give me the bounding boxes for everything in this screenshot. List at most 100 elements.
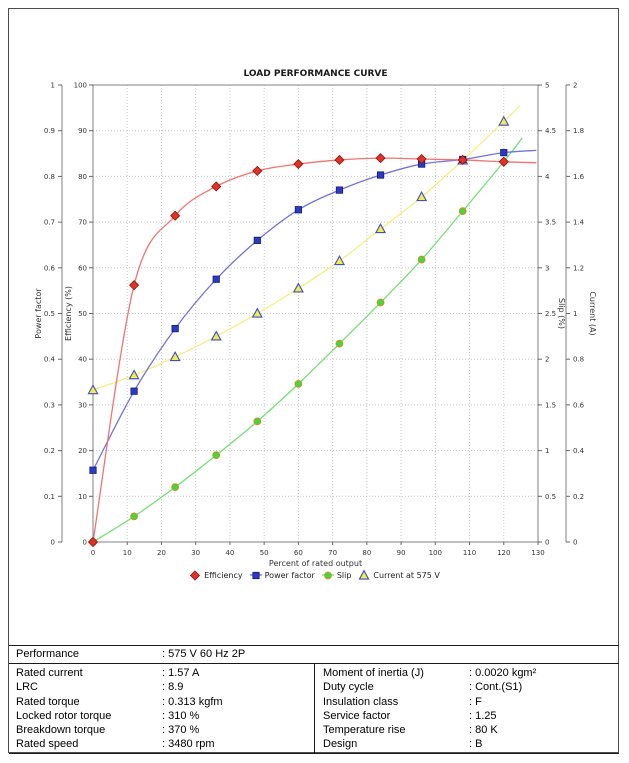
svg-text:0: 0 [51, 539, 55, 547]
legend-label: Slip [336, 570, 352, 580]
page-border [8, 8, 619, 753]
svg-text:0: 0 [91, 549, 95, 557]
spec-label: Rated torque [16, 695, 80, 708]
spec-label: Breakdown torque [16, 724, 106, 737]
svg-text:1.8: 1.8 [573, 127, 584, 135]
svg-text:40: 40 [78, 356, 87, 364]
svg-text:10: 10 [123, 549, 132, 557]
spec-value: : 1.57 A [162, 667, 200, 679]
specs-left-column: Rated current: 1.57 A LRC: 8.9 Rated torqu… [9, 664, 314, 753]
spec-row: Rated current : 1.57 A [16, 666, 314, 680]
current-axis-title: Current (A) [588, 291, 597, 335]
spec-value: : 80 K [469, 724, 498, 737]
svg-text:2.5: 2.5 [545, 310, 556, 318]
svg-text:2: 2 [573, 82, 577, 90]
spec-value: : 370 % [162, 724, 200, 737]
spec-label: Temperature rise [323, 724, 406, 737]
spec-value: : F [469, 695, 482, 708]
svg-text:0: 0 [573, 539, 577, 547]
svg-text:0.9: 0.9 [44, 127, 55, 135]
svg-text:0.4: 0.4 [573, 447, 585, 455]
specs-right-column: Moment of inertia (J): 0.0020 kgm² Duty c… [314, 664, 619, 753]
spec-label: Rated current [16, 667, 83, 679]
svg-text:0.2: 0.2 [44, 447, 55, 455]
spec-row: Rated torque: 0.313 kgfm [16, 695, 314, 709]
spec-row: LRC : 8.9 [16, 680, 314, 694]
svg-text:1: 1 [573, 310, 577, 318]
svg-text:1.4: 1.4 [573, 219, 585, 227]
svg-text:3: 3 [545, 264, 549, 272]
svg-text:0.2: 0.2 [573, 493, 584, 501]
svg-text:40: 40 [225, 549, 234, 557]
spec-value: : 310 % [162, 709, 200, 722]
spec-label: Rated speed [16, 738, 79, 751]
legend-label: Efficiency [204, 570, 243, 580]
slip-axis: 0 0.5 1 1.5 2 2.5 3 3.5 4 4.5 5 Slip (%) [538, 82, 566, 547]
spec-row: Rated speed: 3480 rpm [16, 737, 314, 751]
spec-row: Service factor: 1.25 [323, 709, 619, 723]
series-efficiency [87, 153, 537, 548]
svg-text:50: 50 [260, 549, 269, 557]
svg-text:1.5: 1.5 [545, 401, 556, 409]
performance-header-row: Performance : 575 V 60 Hz 2P [9, 646, 619, 664]
chart-title: LOAD PERFORMANCE CURVE [243, 69, 387, 79]
svg-text:0.6: 0.6 [44, 264, 56, 272]
legend-label: Power factor [264, 570, 315, 580]
spec-value: : 575 V 60 Hz 2P [162, 648, 246, 660]
svg-text:80: 80 [78, 173, 87, 181]
spec-row: Locked rotor torque: 310 % [16, 709, 314, 723]
svg-text:1.6: 1.6 [573, 173, 585, 181]
svg-text:10: 10 [78, 493, 87, 501]
slip-axis-title: Slip (%) [557, 298, 566, 329]
svg-text:1: 1 [545, 447, 549, 455]
current-axis: 0 0.2 0.4 0.6 0.8 1 1.2 1.4 1.6 1.8 2 Current (A) [565, 82, 597, 547]
svg-text:20: 20 [78, 447, 87, 455]
svg-text:30: 30 [191, 549, 200, 557]
spec-label: Design [323, 738, 358, 751]
efficiency-axis-title: Efficiency (%) [64, 286, 73, 341]
spec-row: Breakdown torque : 370 % [16, 723, 314, 737]
legend-label: Current at 575 V [373, 570, 440, 580]
triangle-marker-icon [358, 569, 370, 580]
svg-text:100: 100 [74, 82, 87, 90]
svg-text:0.5: 0.5 [545, 493, 556, 501]
spec-label: Duty cycle [323, 681, 374, 694]
svg-text:0.7: 0.7 [44, 219, 55, 227]
spec-row: Moment of inertia (J): 0.0020 kgm² [323, 666, 619, 680]
svg-text:0.8: 0.8 [573, 356, 584, 364]
x-axis: 0 10 20 30 40 50 60 70 80 90 100 110 120 130 Percent o… [91, 542, 545, 568]
power-factor-axis-title: Power factor [34, 288, 43, 339]
series-slip [89, 137, 523, 546]
svg-text:1: 1 [51, 82, 55, 90]
legend-item-current-at-575-v: Current at 575 V [358, 569, 440, 581]
performance-table: Performance : 575 V 60 Hz 2P Rated curre… [9, 645, 619, 754]
spec-row: Duty cycle : Cont.(S1) [323, 680, 619, 694]
legend-item-power-factor: Power factor [249, 569, 315, 581]
x-axis-title: Percent of rated output [269, 559, 362, 568]
diamond-marker-icon [190, 570, 201, 581]
svg-text:3.5: 3.5 [545, 219, 556, 227]
legend-item-slip: Slip [321, 569, 352, 581]
svg-text:130: 130 [531, 549, 544, 557]
power-factor-axis: 0 0.1 0.2 0.3 0.4 0.5 0.6 0.7 0.8 0.9 1 Power facto… [34, 82, 63, 547]
svg-text:0.8: 0.8 [44, 173, 55, 181]
svg-text:20: 20 [157, 549, 166, 557]
spec-value: : 8.9 [162, 681, 184, 694]
svg-text:60: 60 [294, 549, 303, 557]
spec-value: : 0.0020 kgm² [469, 667, 537, 679]
svg-text:100: 100 [429, 549, 442, 557]
legend-item-efficiency: Efficiency [189, 569, 243, 581]
svg-text:70: 70 [78, 219, 87, 227]
gridlines [92, 84, 539, 543]
svg-text:60: 60 [78, 264, 87, 272]
spec-row: Insulation class: F [323, 695, 619, 709]
spec-value: : Cont.(S1) [469, 681, 523, 694]
svg-text:90: 90 [78, 127, 87, 135]
svg-text:80: 80 [362, 549, 371, 557]
spec-value: : B [469, 738, 483, 751]
svg-text:4.5: 4.5 [545, 127, 556, 135]
spec-label: LRC [16, 681, 39, 694]
svg-text:30: 30 [78, 401, 87, 409]
spec-columns: Rated current: 1.57 A LRC: 8.9 Rated torqu… [9, 664, 619, 754]
